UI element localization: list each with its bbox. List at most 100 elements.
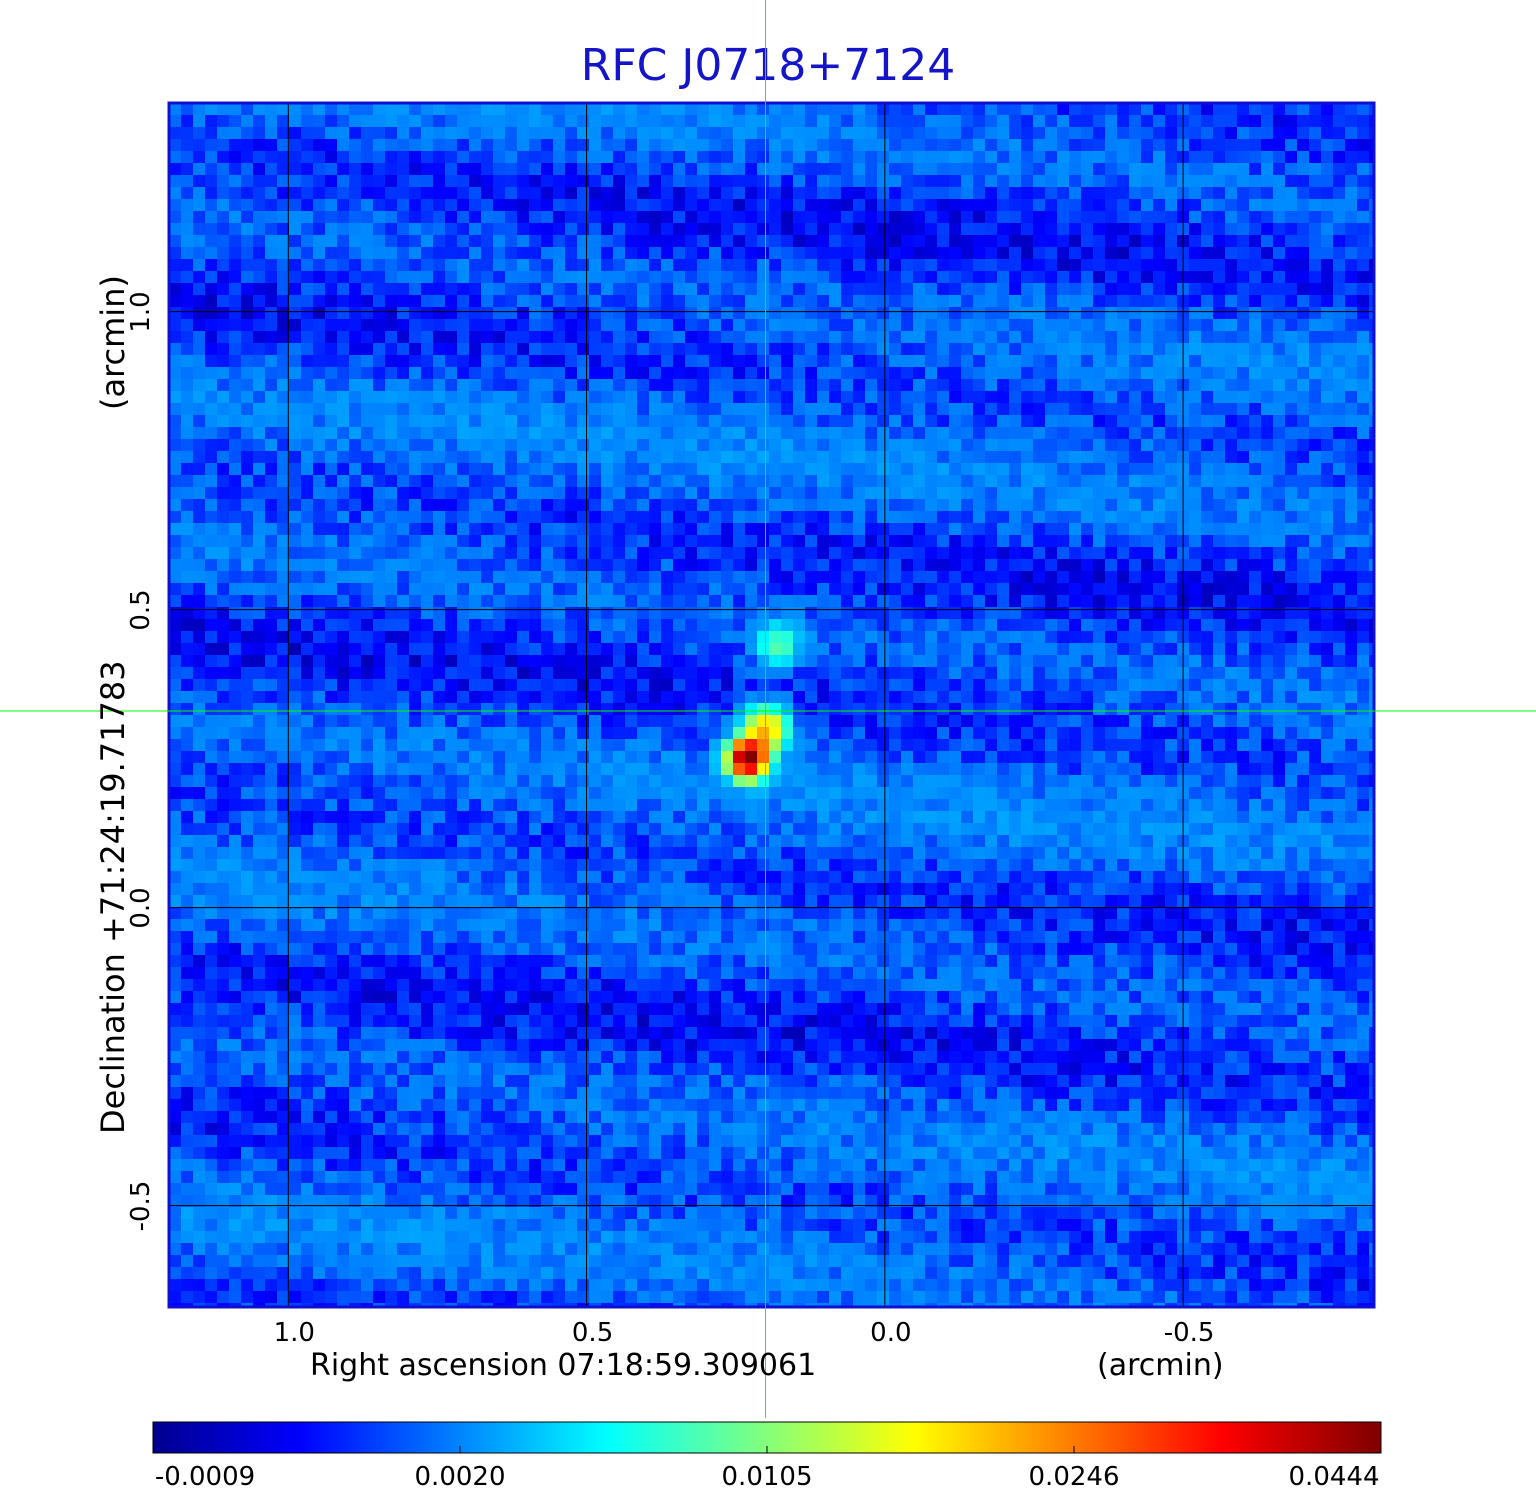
heatmap-cell [457, 619, 469, 631]
heatmap-cell [781, 331, 793, 343]
heatmap-cell [997, 631, 1009, 643]
heatmap-cell [529, 379, 541, 391]
heatmap-cell [997, 259, 1009, 271]
heatmap-cell [433, 451, 445, 463]
heatmap-cell [901, 583, 913, 595]
heatmap-cell [961, 559, 973, 571]
heatmap-cell [757, 631, 769, 643]
heatmap-cell [1237, 235, 1249, 247]
heatmap-cell [769, 463, 781, 475]
heatmap-cell [1105, 271, 1117, 283]
heatmap-cell [589, 283, 601, 295]
heatmap-cell [1045, 631, 1057, 643]
heatmap-cell [169, 691, 181, 703]
heatmap-cell [1165, 439, 1177, 451]
heatmap-cell [541, 307, 553, 319]
heatmap-cell [709, 355, 721, 367]
heatmap-cell [469, 487, 481, 499]
heatmap-cell [877, 175, 889, 187]
heatmap-cell [1213, 583, 1225, 595]
heatmap-cell [409, 127, 421, 139]
heatmap-cell [1093, 199, 1105, 211]
heatmap-cell [949, 439, 961, 451]
heatmap-cell [265, 319, 277, 331]
heatmap-cell [385, 415, 397, 427]
heatmap-cell [1117, 559, 1129, 571]
heatmap-cell [1033, 643, 1045, 655]
heatmap-cell [769, 259, 781, 271]
heatmap-cell [805, 559, 817, 571]
heatmap-cell [553, 235, 565, 247]
heatmap-cell [733, 127, 745, 139]
heatmap-cell [301, 403, 313, 415]
heatmap-cell [517, 247, 529, 259]
heatmap-cell [1261, 343, 1273, 355]
heatmap-cell [1213, 211, 1225, 223]
heatmap-cell [577, 499, 589, 511]
heatmap-cell [769, 643, 781, 655]
heatmap-cell [217, 343, 229, 355]
heatmap-cell [745, 115, 757, 127]
heatmap-cell [1093, 271, 1105, 283]
heatmap-cell [1213, 499, 1225, 511]
heatmap-cell [889, 247, 901, 259]
heatmap-cell [649, 307, 661, 319]
heatmap-cell [1069, 427, 1081, 439]
heatmap-cell [1141, 463, 1153, 475]
heatmap-cell [805, 607, 817, 619]
heatmap-cell [985, 643, 997, 655]
heatmap-cell [289, 319, 301, 331]
heatmap-cell [937, 535, 949, 547]
heatmap-cell [1297, 211, 1309, 223]
heatmap-cell [445, 595, 457, 607]
heatmap-cell [1009, 619, 1021, 631]
heatmap-cell [1201, 319, 1213, 331]
heatmap-cell [1165, 199, 1177, 211]
heatmap-cell [1201, 583, 1213, 595]
heatmap-cell [349, 631, 361, 643]
heatmap-cell [1189, 295, 1201, 307]
heatmap-cell [445, 439, 457, 451]
heatmap-cell [913, 487, 925, 499]
heatmap-cell [409, 559, 421, 571]
heatmap-cell [1297, 667, 1309, 679]
heatmap-cell [529, 187, 541, 199]
heatmap-cell [1009, 559, 1021, 571]
heatmap-cell [325, 667, 337, 679]
heatmap-cell [661, 511, 673, 523]
heatmap-cell [1261, 415, 1273, 427]
heatmap-cell [193, 247, 205, 259]
heatmap-cell [505, 103, 517, 115]
heatmap-cell [709, 427, 721, 439]
heatmap-cell [385, 259, 397, 271]
heatmap-cell [733, 199, 745, 211]
heatmap-cell [1141, 379, 1153, 391]
heatmap-cell [1033, 355, 1045, 367]
heatmap-cell [1033, 163, 1045, 175]
heatmap-cell [613, 259, 625, 271]
heatmap-cell [409, 523, 421, 535]
heatmap-cell [949, 403, 961, 415]
heatmap-cell [781, 319, 793, 331]
heatmap-cell [385, 391, 397, 403]
heatmap-cell [997, 115, 1009, 127]
heatmap-cell [829, 379, 841, 391]
heatmap-cell [1249, 607, 1261, 619]
heatmap-cell [1093, 679, 1105, 691]
heatmap-cell [457, 283, 469, 295]
heatmap-cell [1153, 295, 1165, 307]
heatmap-cell [889, 535, 901, 547]
heatmap-cell [1237, 427, 1249, 439]
heatmap-cell [313, 643, 325, 655]
heatmap-cell [961, 679, 973, 691]
heatmap-cell [637, 511, 649, 523]
heatmap-cell [169, 223, 181, 235]
heatmap-cell [817, 535, 829, 547]
heatmap-cell [361, 355, 373, 367]
heatmap-cell [709, 475, 721, 487]
heatmap-cell [805, 523, 817, 535]
heatmap-cell [205, 283, 217, 295]
heatmap-cell [493, 583, 505, 595]
heatmap-cell [241, 667, 253, 679]
heatmap-cell [1057, 679, 1069, 691]
